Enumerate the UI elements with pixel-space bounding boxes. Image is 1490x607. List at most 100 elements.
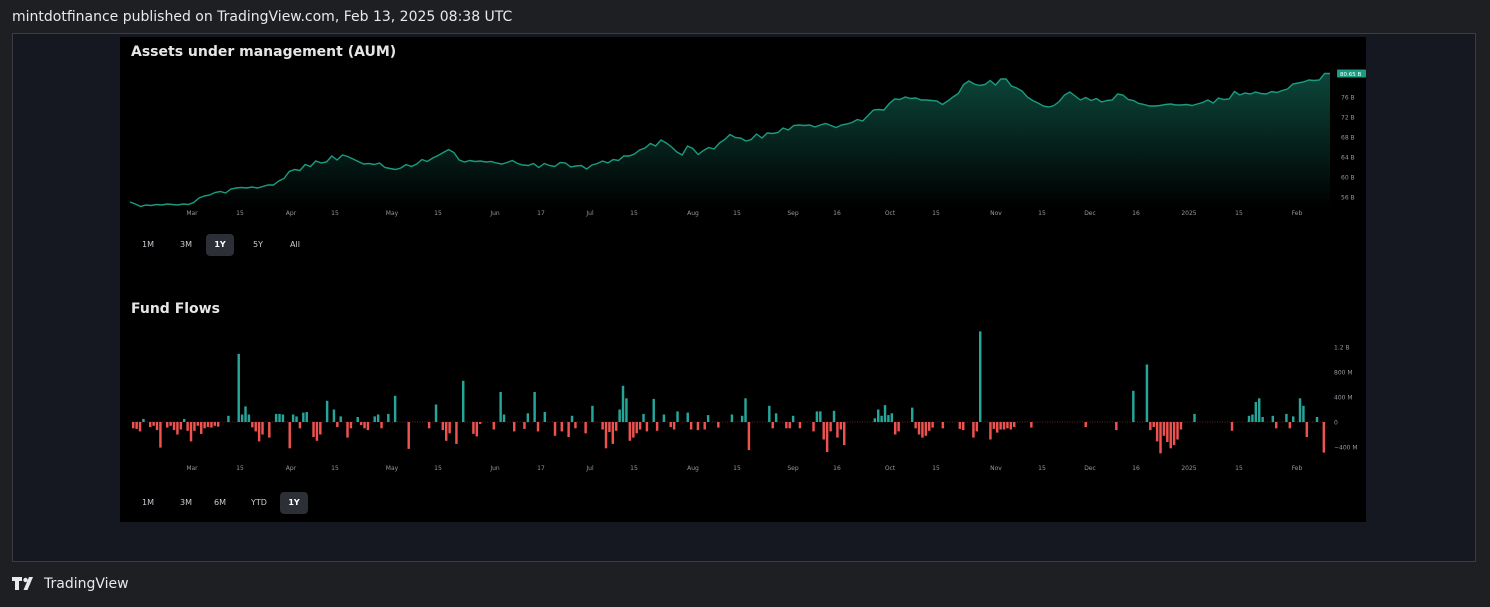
flows-range-1m[interactable]: 1M [142, 498, 154, 507]
tradingview-logo-icon [12, 577, 33, 590]
aum-area-fill [130, 73, 1330, 207]
flow-bar [526, 413, 530, 423]
aum-chart[interactable]: 56 B 60 B 64 B 68 B 72 B 76 B 80.65 B Mar 15 Apr 1… [120, 37, 1366, 227]
aum-data-point [448, 149, 449, 150]
flow-bar [312, 422, 315, 437]
aum-data-point [942, 104, 943, 105]
aum-data-point [411, 166, 412, 167]
flows-range-3m[interactable]: 3M [180, 498, 192, 507]
aum-data-point [283, 178, 284, 179]
fund-flows-chart[interactable]: 1.2 B 800 M 400 M 0 −400 M Mar 15 Apr 15 May 15 Jun… [120, 327, 1366, 487]
aum-x-tick-label: 15 [1235, 210, 1243, 217]
aum-range-1y[interactable]: 1Y [206, 234, 234, 256]
aum-data-point [1202, 102, 1203, 103]
flow-bar [513, 422, 516, 432]
aum-data-point [1308, 79, 1309, 80]
aum-data-point [172, 204, 173, 205]
aum-x-tick-label: 15 [630, 210, 638, 217]
aum-data-point [793, 125, 794, 126]
flow-bar [135, 422, 138, 429]
aum-data-point [437, 155, 438, 156]
flow-bar [999, 422, 1002, 430]
aum-range-3m[interactable]: 3M [180, 240, 192, 249]
flow-bar [628, 422, 632, 441]
aum-data-point [1080, 99, 1081, 100]
flow-bar [880, 415, 883, 423]
flow-bar [1006, 422, 1009, 429]
flow-bar [346, 422, 349, 438]
aum-data-point [1037, 102, 1038, 103]
aum-range-1m[interactable]: 1M [142, 240, 154, 249]
aum-data-point [974, 83, 975, 84]
aum-data-point [257, 187, 258, 188]
flow-bar [894, 422, 897, 435]
flow-bar [186, 422, 189, 431]
flow-bar [791, 415, 795, 423]
aum-data-point [1064, 94, 1065, 95]
aum-range-all[interactable]: All [290, 240, 300, 249]
flow-bar [434, 404, 438, 422]
chart-panel: Assets under management (AUM) 56 B 60 B 64… [120, 37, 1366, 522]
aum-data-point [660, 139, 661, 140]
aum-data-point [751, 139, 752, 140]
flow-bar [240, 414, 244, 422]
aum-last-value-tag [1337, 69, 1366, 78]
aum-data-point [363, 163, 364, 164]
aum-data-point [421, 159, 422, 160]
aum-data-point [607, 162, 608, 163]
flows-range-ytd[interactable]: YTD [251, 498, 267, 507]
aum-data-point [937, 100, 938, 101]
flows-range-6m[interactable]: 6M [214, 498, 226, 507]
flow-x-tick-label: 15 [1235, 465, 1243, 472]
flow-bar [1247, 415, 1251, 423]
aum-data-point [618, 160, 619, 161]
flow-bar [325, 400, 329, 423]
aum-range-5y[interactable]: 5Y [253, 240, 263, 249]
aum-data-point [1149, 105, 1150, 106]
aum-data-point [868, 115, 869, 116]
aum-data-point [570, 166, 571, 167]
flow-bar [873, 418, 877, 423]
flow-bar [1152, 422, 1155, 427]
aum-x-tick-label: Aug [687, 210, 699, 217]
aum-data-point [1165, 104, 1166, 105]
footer-brand[interactable]: TradingView [12, 576, 129, 592]
flow-bar [237, 353, 240, 422]
flow-bar [958, 422, 962, 429]
flow-bar [560, 422, 564, 432]
flow-bar [618, 409, 621, 422]
flow-bar [536, 422, 540, 432]
flow-bar [1292, 416, 1295, 422]
aum-data-point [204, 195, 205, 196]
flow-bar [996, 422, 999, 433]
aum-data-point [767, 132, 768, 133]
flow-bar [686, 412, 689, 422]
aum-data-point [390, 168, 391, 169]
flow-bar [1149, 422, 1152, 431]
aum-data-point [305, 164, 306, 165]
aum-data-point [198, 197, 199, 198]
aum-x-tick-label: 16 [833, 210, 841, 217]
flows-range-1y[interactable]: 1Y [280, 492, 308, 514]
flow-bar [462, 380, 465, 423]
aum-data-point [1329, 73, 1330, 74]
aum-data-point [268, 184, 269, 185]
flow-bar [591, 405, 594, 423]
flow-bar [672, 422, 676, 430]
aum-data-point [586, 168, 587, 169]
flow-bar [574, 422, 577, 429]
aum-data-point [1319, 79, 1320, 80]
aum-x-tick-label: 15 [236, 210, 244, 217]
aum-data-point [1106, 100, 1107, 101]
flow-bar [635, 422, 638, 434]
aum-data-point [591, 164, 592, 165]
flow-bar [788, 422, 791, 429]
aum-data-point [193, 202, 194, 203]
aum-data-point [1133, 100, 1134, 101]
flow-bar [247, 414, 251, 422]
flow-bar [972, 422, 975, 438]
aum-data-point [639, 149, 640, 150]
flow-bar [295, 416, 298, 422]
aum-data-point [427, 161, 428, 162]
flow-bar [615, 422, 618, 431]
